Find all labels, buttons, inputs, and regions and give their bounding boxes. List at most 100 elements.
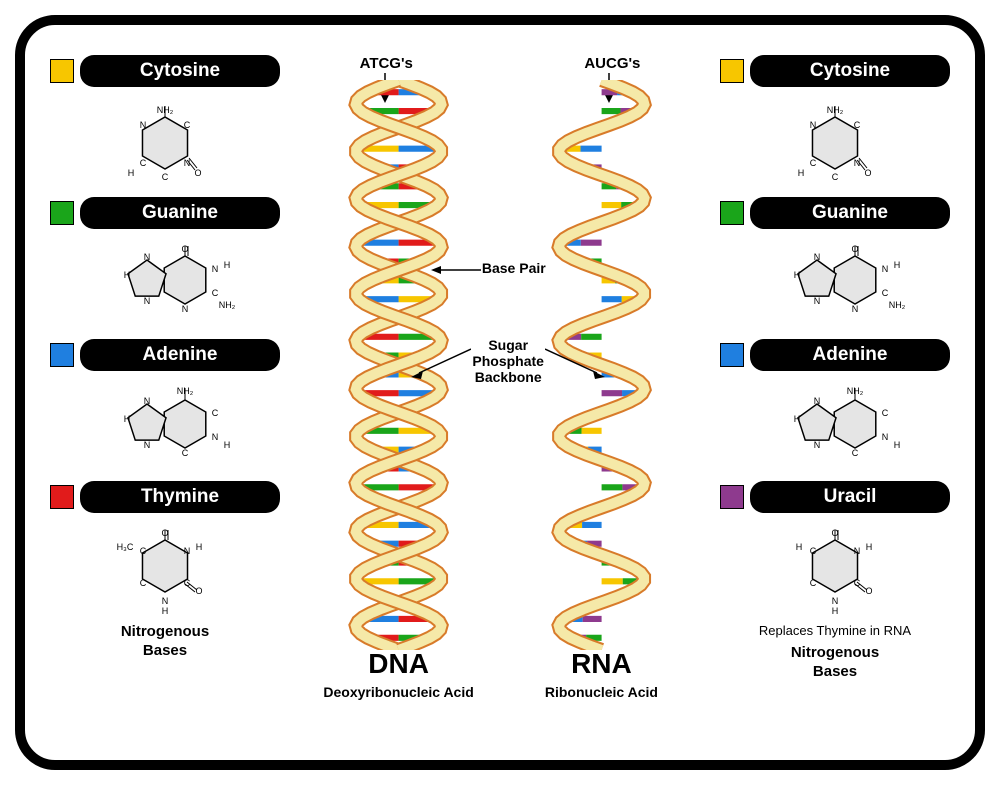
svg-text:H: H bbox=[796, 542, 803, 552]
svg-text:C: C bbox=[140, 546, 147, 556]
svg-text:H: H bbox=[162, 606, 169, 614]
svg-text:C: C bbox=[854, 578, 861, 588]
svg-text:N: N bbox=[144, 440, 151, 450]
dna-top-label: ATCG's bbox=[360, 55, 413, 72]
molecule-adenine: NH₂CNCH HNN bbox=[50, 371, 280, 473]
left-base-cytosine: Cytosine NH₂NCCNC OH bbox=[50, 55, 280, 189]
right-base-uracil: Uracil OCNCCN HHOH bbox=[720, 481, 950, 615]
molecule-adenine: NH₂CNCH HNN bbox=[720, 371, 950, 473]
rna-subtitle: Ribonucleic Acid bbox=[508, 684, 695, 700]
svg-text:H: H bbox=[794, 270, 801, 280]
svg-text:O: O bbox=[864, 168, 871, 178]
svg-text:H: H bbox=[894, 440, 901, 450]
swatch-cytosine bbox=[50, 59, 74, 83]
svg-text:H: H bbox=[894, 260, 901, 270]
svg-text:N: N bbox=[832, 596, 839, 606]
svg-text:H: H bbox=[832, 606, 839, 614]
diagram-frame: Cytosine NH₂NCCNC OH Guanine ONCNHNH₂ HN… bbox=[15, 15, 985, 770]
svg-text:H₃C: H₃C bbox=[117, 542, 134, 552]
base-label-adenine: Adenine bbox=[80, 339, 280, 371]
svg-text:C: C bbox=[182, 448, 189, 458]
base-label-adenine: Adenine bbox=[750, 339, 950, 371]
base-label-cytosine: Cytosine bbox=[750, 55, 950, 87]
right-footer-small: Replaces Thymine in RNA bbox=[720, 623, 950, 638]
center-panel: ATCG's AUCG's Base Pair SugarPhosphateBa… bbox=[305, 45, 695, 740]
svg-text:N: N bbox=[854, 546, 861, 556]
dna-title-block: DNA Deoxyribonucleic Acid bbox=[305, 648, 492, 700]
swatch-adenine bbox=[50, 343, 74, 367]
svg-text:H: H bbox=[798, 168, 805, 178]
svg-text:N: N bbox=[814, 252, 821, 262]
svg-text:H: H bbox=[196, 542, 203, 552]
right-footer: NitrogenousBases bbox=[720, 644, 950, 682]
svg-text:H: H bbox=[224, 440, 231, 450]
right-base-guanine: Guanine ONCNHNH₂ HNN bbox=[720, 197, 950, 331]
svg-text:N: N bbox=[144, 252, 151, 262]
svg-text:H: H bbox=[128, 168, 135, 178]
svg-text:N: N bbox=[810, 120, 817, 130]
left-bases-column: Cytosine NH₂NCCNC OH Guanine ONCNHNH₂ HN… bbox=[50, 55, 280, 661]
left-base-adenine: Adenine NH₂CNCH HNN bbox=[50, 339, 280, 473]
right-bases-column: Cytosine NH₂NCCNC OH Guanine ONCNHNH₂ HN… bbox=[720, 55, 950, 682]
swatch-guanine bbox=[50, 201, 74, 225]
svg-text:N: N bbox=[814, 396, 821, 406]
molecule-thymine: OCNCCN H₃CHOH bbox=[50, 513, 280, 615]
svg-text:N: N bbox=[882, 432, 889, 442]
svg-text:H: H bbox=[124, 414, 131, 424]
molecule-cytosine: NH₂NCCNC OH bbox=[720, 87, 950, 189]
svg-text:NH₂: NH₂ bbox=[889, 300, 906, 310]
anno-base-pair: Base Pair bbox=[469, 260, 559, 276]
rna-top-label: AUCG's bbox=[584, 55, 640, 72]
svg-text:C: C bbox=[140, 578, 147, 588]
svg-text:N: N bbox=[814, 296, 821, 306]
svg-text:N: N bbox=[882, 264, 889, 274]
base-label-guanine: Guanine bbox=[80, 197, 280, 229]
svg-text:N: N bbox=[814, 440, 821, 450]
svg-text:H: H bbox=[124, 270, 131, 280]
svg-text:C: C bbox=[212, 408, 219, 418]
svg-text:C: C bbox=[852, 448, 859, 458]
svg-text:N: N bbox=[184, 546, 191, 556]
svg-text:C: C bbox=[832, 172, 839, 182]
svg-text:N: N bbox=[182, 304, 189, 314]
svg-text:N: N bbox=[140, 120, 147, 130]
base-label-cytosine: Cytosine bbox=[80, 55, 280, 87]
svg-text:C: C bbox=[854, 120, 861, 130]
left-base-guanine: Guanine ONCNHNH₂ HNN bbox=[50, 197, 280, 331]
rna-title-block: RNA Ribonucleic Acid bbox=[508, 648, 695, 700]
svg-text:C: C bbox=[882, 408, 889, 418]
swatch-cytosine bbox=[720, 59, 744, 83]
svg-text:C: C bbox=[162, 172, 169, 182]
molecule-guanine: ONCNHNH₂ HNN bbox=[720, 229, 950, 331]
svg-text:N: N bbox=[144, 296, 151, 306]
left-footer: NitrogenousBases bbox=[50, 623, 280, 661]
rna-title: RNA bbox=[508, 648, 695, 680]
svg-text:C: C bbox=[184, 578, 191, 588]
svg-text:C: C bbox=[810, 578, 817, 588]
swatch-guanine bbox=[720, 201, 744, 225]
swatch-thymine bbox=[50, 485, 74, 509]
anno-backbone: SugarPhosphateBackbone bbox=[453, 337, 563, 385]
base-label-uracil: Uracil bbox=[750, 481, 950, 513]
svg-text:C: C bbox=[810, 546, 817, 556]
svg-text:N: N bbox=[212, 432, 219, 442]
svg-text:N: N bbox=[144, 396, 151, 406]
svg-text:H: H bbox=[866, 542, 873, 552]
svg-text:C: C bbox=[184, 120, 191, 130]
svg-text:H: H bbox=[224, 260, 231, 270]
svg-text:N: N bbox=[852, 304, 859, 314]
svg-text:N: N bbox=[212, 264, 219, 274]
left-base-thymine: Thymine OCNCCN H₃CHOH bbox=[50, 481, 280, 615]
base-label-guanine: Guanine bbox=[750, 197, 950, 229]
svg-text:C: C bbox=[810, 158, 817, 168]
molecule-uracil: OCNCCN HHOH bbox=[720, 513, 950, 615]
svg-text:N: N bbox=[162, 596, 169, 606]
svg-text:C: C bbox=[212, 288, 219, 298]
svg-text:O: O bbox=[865, 586, 872, 596]
right-base-adenine: Adenine NH₂CNCH HNN bbox=[720, 339, 950, 473]
swatch-uracil bbox=[720, 485, 744, 509]
svg-text:H: H bbox=[794, 414, 801, 424]
molecule-cytosine: NH₂NCCNC OH bbox=[50, 87, 280, 189]
svg-text:O: O bbox=[194, 168, 201, 178]
svg-text:C: C bbox=[882, 288, 889, 298]
